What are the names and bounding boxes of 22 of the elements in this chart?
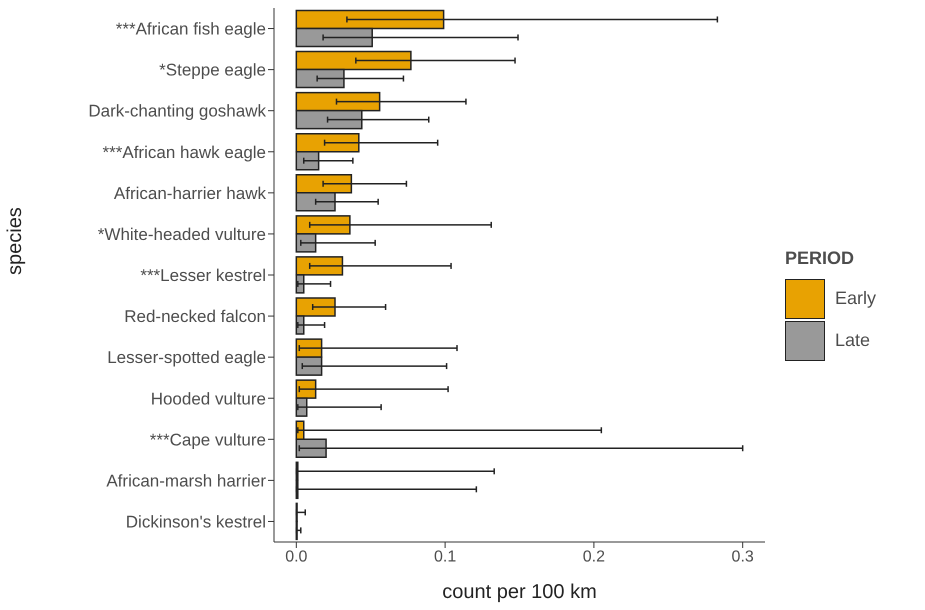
- y-tick-label: Red-necked falcon: [124, 307, 266, 326]
- y-tick-label: *White-headed vulture: [98, 224, 266, 244]
- legend-label: Late: [835, 330, 870, 351]
- y-tick-label: African-harrier hawk: [114, 184, 266, 203]
- x-tick-label: 0.3: [732, 548, 754, 566]
- y-tick-label: ***Lesser kestrel: [140, 266, 266, 286]
- y-tick-label: Dark-chanting goshawk: [88, 102, 266, 121]
- y-tick-label: *Steppe eagle: [159, 60, 266, 80]
- y-tick-label: Hooded vulture: [150, 389, 266, 408]
- legend-label: Early: [835, 288, 876, 309]
- legend-title: PERIOD: [785, 248, 856, 268]
- x-tick-label: 0.1: [434, 548, 456, 566]
- x-tick-label: 0.0: [285, 548, 308, 566]
- x-tick-label: 0.2: [582, 548, 606, 566]
- y-tick-label: ***African hawk eagle: [102, 142, 266, 162]
- y-axis-title: species: [4, 207, 26, 275]
- x-axis-title: count per 100 km: [442, 581, 597, 603]
- y-tick-label: Lesser-spotted eagle: [107, 348, 266, 368]
- y-tick-label: Dickinson's kestrel: [126, 512, 266, 532]
- y-tick-label: African-marsh harrier: [106, 471, 266, 490]
- y-tick-label: ***African fish eagle: [116, 20, 266, 39]
- y-tick-label: ***Cape vulture: [150, 430, 266, 450]
